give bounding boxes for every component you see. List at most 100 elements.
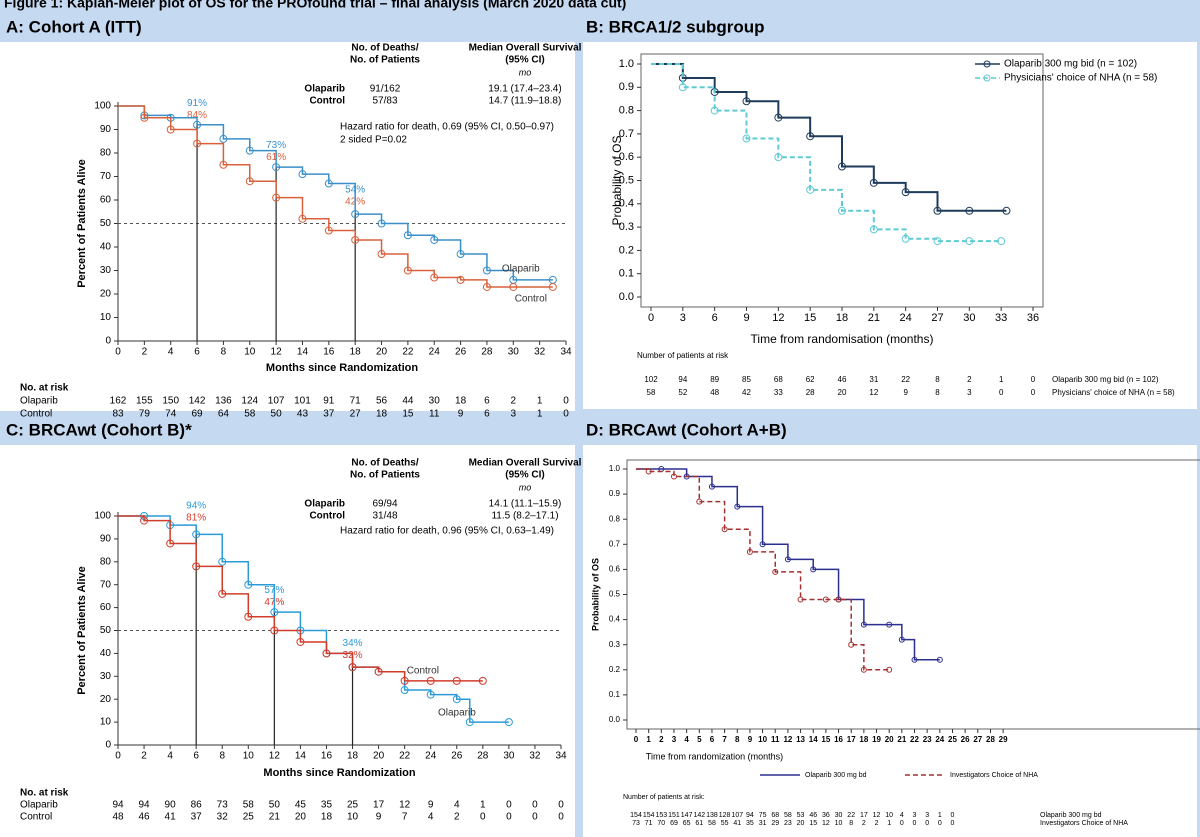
y-tick-label: 40	[100, 242, 112, 253]
censor-marker	[192, 562, 201, 571]
x-axis-title: Time from randomization (months)	[646, 751, 783, 761]
y-tick-label: 0.5	[609, 590, 621, 599]
risk-count: 37	[191, 812, 203, 823]
risk-count: 10	[835, 820, 843, 827]
risk-title: Number of patients at risk:	[623, 794, 705, 801]
censor-marker	[245, 177, 254, 186]
x-axis-title: Time from randomisation (months)	[751, 332, 934, 346]
risk-count: 46	[809, 812, 817, 819]
x-tick-label: 32	[534, 347, 546, 358]
risk-count: 6	[484, 396, 490, 407]
censor-marker	[997, 237, 1006, 246]
risk-count: 8	[849, 820, 853, 827]
y-tick-label: 70	[100, 579, 112, 590]
x-tick-label: 30	[503, 751, 515, 762]
censor-marker	[806, 185, 815, 194]
risk-count: 12	[869, 388, 878, 397]
y-tick-label: 10	[100, 717, 112, 728]
censor-marker	[965, 237, 974, 246]
risk-count: 10	[347, 812, 359, 823]
risk-count: 22	[901, 375, 910, 384]
risk-count: 8	[935, 388, 940, 397]
risk-count: 20	[295, 812, 307, 823]
x-tick-label: 4	[167, 751, 173, 762]
risk-count: 2	[875, 820, 879, 827]
y-tick-label: 0.8	[619, 105, 634, 117]
x-tick-label: 26	[961, 735, 970, 744]
x-tick-label: 25	[948, 735, 957, 744]
censor-marker	[482, 266, 491, 275]
x-tick-label: 10	[244, 347, 256, 358]
censor-marker	[322, 649, 331, 658]
risk-count: 58	[784, 812, 792, 819]
risk-count: 2	[454, 812, 460, 823]
risk-count: 4	[428, 812, 434, 823]
risk-count: 150	[162, 396, 179, 407]
risk-count: 154	[630, 812, 642, 819]
censor-marker	[218, 557, 227, 566]
risk-row-name: Olaparib 300 mg bid (n = 102)	[1052, 375, 1159, 384]
x-tick-label: 8	[219, 751, 225, 762]
risk-count: 1	[537, 409, 543, 420]
risk-count: 17	[860, 812, 868, 819]
censor-marker	[742, 97, 751, 106]
censor-marker	[403, 266, 412, 275]
x-tick-label: 28	[481, 347, 493, 358]
censor-marker	[911, 656, 918, 663]
censor-marker	[721, 526, 728, 533]
x-tick-label: 2	[141, 751, 147, 762]
summary-cell: Control	[309, 96, 345, 107]
risk-count: 70	[657, 820, 665, 827]
risk-row-name: Control	[20, 409, 52, 420]
censor-marker	[838, 206, 846, 215]
y-tick-label: 30	[100, 265, 112, 276]
risk-count: 0	[558, 812, 564, 823]
risk-count: 32	[217, 812, 229, 823]
y-tick-label: 0	[105, 740, 111, 751]
y-tick-label: 60	[100, 602, 112, 613]
censor-marker	[678, 83, 687, 92]
x-tick-label: 2	[659, 735, 664, 744]
x-tick-label: 17	[847, 735, 856, 744]
summary-unit: mo	[519, 482, 532, 492]
y-tick-label: 0.4	[609, 615, 621, 624]
y-tick-label: 0.8	[609, 514, 621, 523]
x-tick-label: 16	[834, 735, 843, 744]
summary-cell: 11.5 (8.2–17.1)	[491, 511, 558, 522]
risk-count: 62	[806, 375, 815, 384]
risk-title: No. at risk	[20, 788, 69, 799]
risk-count: 15	[809, 820, 817, 827]
risk-count: 52	[678, 388, 687, 397]
risk-count: 0	[913, 820, 917, 827]
censor-marker	[933, 206, 942, 215]
risk-count: 0	[951, 820, 955, 827]
risk-count: 56	[376, 396, 388, 407]
risk-row-name: Physicians' choice of NHA (n = 58)	[1052, 388, 1175, 397]
survival-line	[651, 63, 1002, 243]
censor-marker	[351, 235, 360, 244]
risk-count: 17	[373, 800, 385, 811]
risk-count: 4	[900, 812, 904, 819]
x-tick-label: 9	[748, 735, 753, 744]
censor-marker	[465, 718, 474, 727]
landmark-label: 94%	[186, 500, 206, 511]
x-axis-title: Months since Randomization	[266, 362, 418, 374]
panel-b-body	[583, 42, 1197, 409]
landmark-label: 84%	[187, 110, 207, 121]
panel-title: D: BRCAwt (Cohort A+B)	[586, 420, 787, 439]
risk-count: 94	[112, 800, 124, 811]
x-tick-label: 26	[451, 751, 463, 762]
censor-marker	[742, 134, 751, 143]
censor-marker	[869, 178, 878, 187]
legend-marker	[983, 60, 991, 68]
risk-count: 35	[321, 800, 333, 811]
censor-marker	[298, 170, 307, 179]
censor-marker	[901, 234, 910, 243]
risk-count: 73	[632, 820, 640, 827]
summary-header: Median Overall Survival	[469, 43, 582, 54]
censor-marker	[1002, 206, 1011, 215]
censor-marker	[456, 250, 465, 259]
x-tick-label: 28	[986, 735, 995, 744]
risk-count: 107	[268, 396, 285, 407]
x-tick-label: 12	[271, 347, 283, 358]
